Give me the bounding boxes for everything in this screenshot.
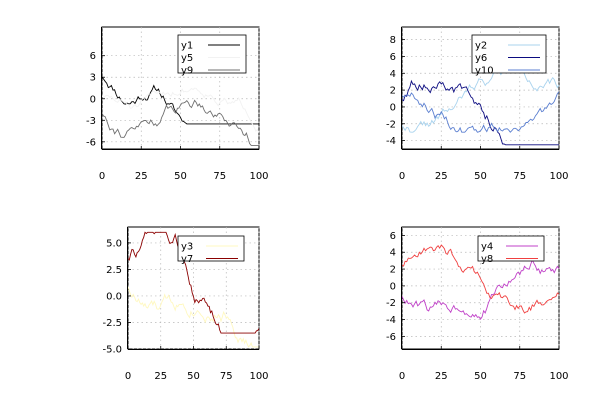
series-line-y5 [101, 87, 260, 133]
y-tick-label: -4 [386, 136, 396, 147]
x-tick-label: 75 [220, 371, 233, 382]
x-tick-label: 50 [474, 371, 487, 382]
series-line-y2 [401, 61, 560, 133]
y-tick-label: 6 [390, 231, 396, 242]
y-tick-label: 4 [390, 248, 396, 259]
series-line-y9 [101, 99, 259, 146]
legend-label-y4: y4 [481, 242, 493, 253]
x-tick-label: 50 [474, 171, 487, 182]
y-tick-label: -6 [86, 137, 96, 148]
y-tick-label: 8 [390, 35, 396, 46]
x-tick-label: 0 [125, 371, 131, 382]
series-line-y3 [127, 286, 259, 348]
y-tick-label: 0 [390, 281, 396, 292]
y-tick-label: -2 [386, 298, 396, 309]
y-tick-label: 2 [390, 86, 396, 97]
legend-label-y2: y2 [475, 41, 487, 52]
x-tick-label: 25 [435, 371, 448, 382]
x-tick-label: 50 [187, 371, 200, 382]
series-line-y1 [101, 76, 259, 125]
x-tick-label: 75 [513, 171, 526, 182]
y-tick-label: 0.0 [106, 291, 122, 302]
series-line-y10 [401, 91, 560, 133]
y-tick-label: 4 [390, 69, 396, 80]
x-tick-label: 75 [213, 171, 226, 182]
x-tick-label: 100 [549, 171, 568, 182]
series-line-y7 [127, 231, 260, 334]
legend-label-y1: y1 [181, 41, 193, 52]
legend-box [177, 34, 247, 74]
legend-label-y6: y6 [475, 53, 487, 64]
y-tick-label: -2 [386, 119, 396, 130]
x-tick-label: 75 [513, 371, 526, 382]
legend-box [471, 34, 547, 74]
y-tick-label: -6 [386, 332, 396, 343]
y-tick-label: 2.5 [106, 265, 122, 276]
y-tick-label: -3 [86, 116, 96, 127]
legend-label-y7: y7 [181, 254, 193, 265]
y-tick-label: -2.5 [102, 318, 122, 329]
x-tick-label: 25 [135, 171, 148, 182]
y-tick-label: 5.0 [106, 238, 122, 249]
x-tick-label: 50 [174, 171, 187, 182]
x-tick-label: 25 [435, 171, 448, 182]
legend-label-y10: y10 [475, 66, 494, 77]
x-tick-label: 25 [154, 371, 167, 382]
legend-label-y3: y3 [181, 242, 193, 253]
series-line-y6 [401, 79, 559, 146]
x-tick-label: 0 [399, 371, 405, 382]
x-tick-label: 100 [549, 371, 568, 382]
y-tick-label: -5.0 [102, 345, 122, 356]
y-tick-label: 6 [390, 52, 396, 63]
x-tick-label: 100 [249, 371, 268, 382]
series-line-y8 [401, 244, 560, 314]
legend-box [477, 235, 545, 262]
x-tick-label: 0 [99, 171, 105, 182]
y-tick-label: -4 [386, 315, 396, 326]
legend-label-y9: y9 [181, 66, 193, 77]
y-tick-label: 3 [90, 73, 96, 84]
legend-label-y5: y5 [181, 53, 193, 64]
y-tick-label: 6 [90, 51, 96, 62]
y-tick-label: 2 [390, 265, 396, 276]
y-tick-label: 0 [390, 102, 396, 113]
x-tick-label: 0 [399, 171, 405, 182]
legend-label-y8: y8 [481, 254, 493, 265]
legend-box [177, 235, 245, 262]
x-tick-label: 100 [249, 171, 268, 182]
y-tick-label: 0 [90, 94, 96, 105]
